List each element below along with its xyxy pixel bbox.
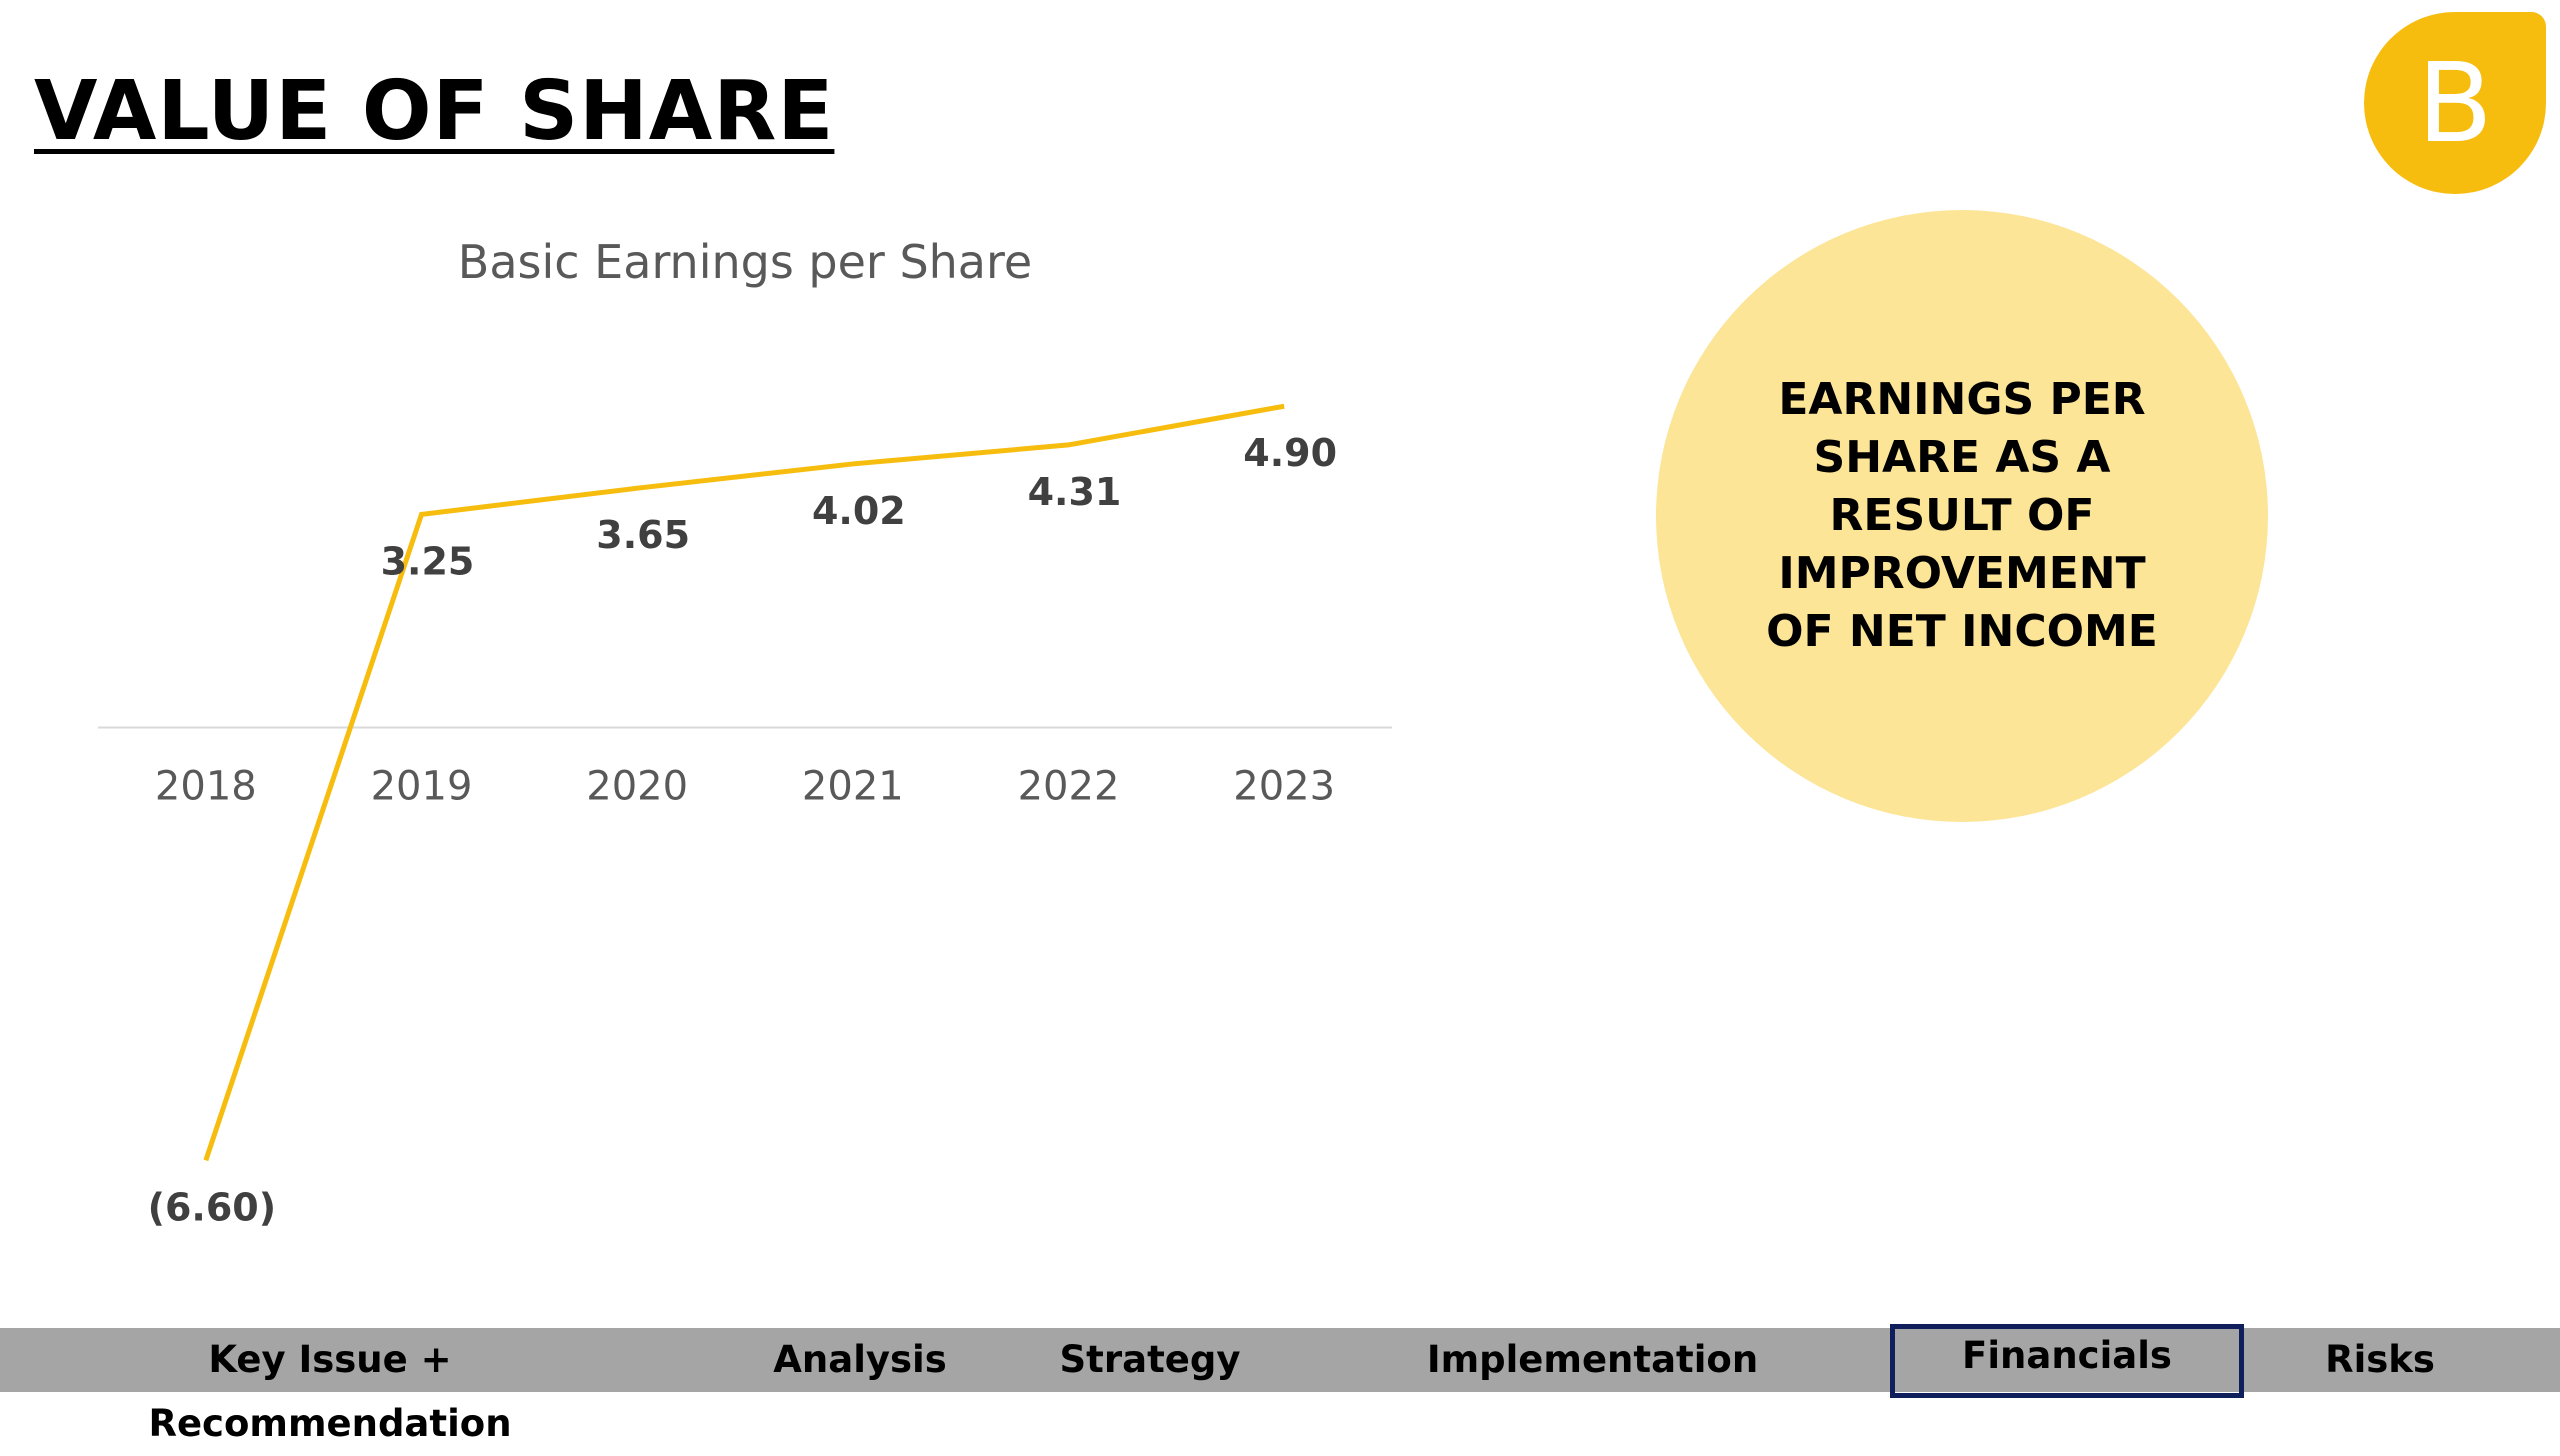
brand-logo: B	[2364, 12, 2546, 194]
page-title: VALUE OF SHARE	[34, 62, 834, 162]
chart-title: Basic Earnings per Share	[458, 235, 1032, 289]
data-label-2021: 4.02	[812, 489, 906, 533]
x-tick-label-2018: 2018	[155, 764, 257, 810]
eps-series-line	[206, 406, 1284, 1160]
section-nav-bar: Key Issue + Recommendation Analysis Stra…	[0, 1328, 2560, 1392]
x-tick-label-2019: 2019	[371, 764, 473, 810]
nav-item-risks[interactable]: Risks	[2300, 1328, 2460, 1392]
data-label-2019: 3.25	[381, 539, 475, 583]
data-label-2020: 3.65	[596, 513, 690, 557]
nav-item-strategy[interactable]: Strategy	[1050, 1328, 1250, 1392]
x-tick-label-2020: 2020	[586, 764, 688, 810]
data-label-2022: 4.31	[1028, 470, 1122, 514]
eps-callout-circle: EARNINGS PER SHARE AS A RESULT OF IMPROV…	[1656, 210, 2268, 822]
eps-line-chart: Basic Earnings per Share 2018 2019 2020 2021…	[0, 180, 1440, 1290]
data-label-2018: (6.60)	[148, 1185, 277, 1229]
nav-item-key-issue[interactable]: Key Issue + Recommendation	[40, 1328, 620, 1392]
x-tick-label-2022: 2022	[1018, 764, 1120, 810]
nav-item-analysis[interactable]: Analysis	[760, 1328, 960, 1392]
x-tick-label-2021: 2021	[802, 764, 904, 810]
data-label-2023: 4.90	[1243, 431, 1337, 475]
callout-text: EARNINGS PER SHARE AS A RESULT OF IMPROV…	[1752, 371, 2172, 661]
logo-letter: B	[2364, 12, 2546, 194]
nav-item-implementation[interactable]: Implementation	[1420, 1328, 1765, 1392]
nav-item-financials[interactable]: Financials	[1890, 1324, 2244, 1398]
x-tick-label-2023: 2023	[1233, 764, 1335, 810]
